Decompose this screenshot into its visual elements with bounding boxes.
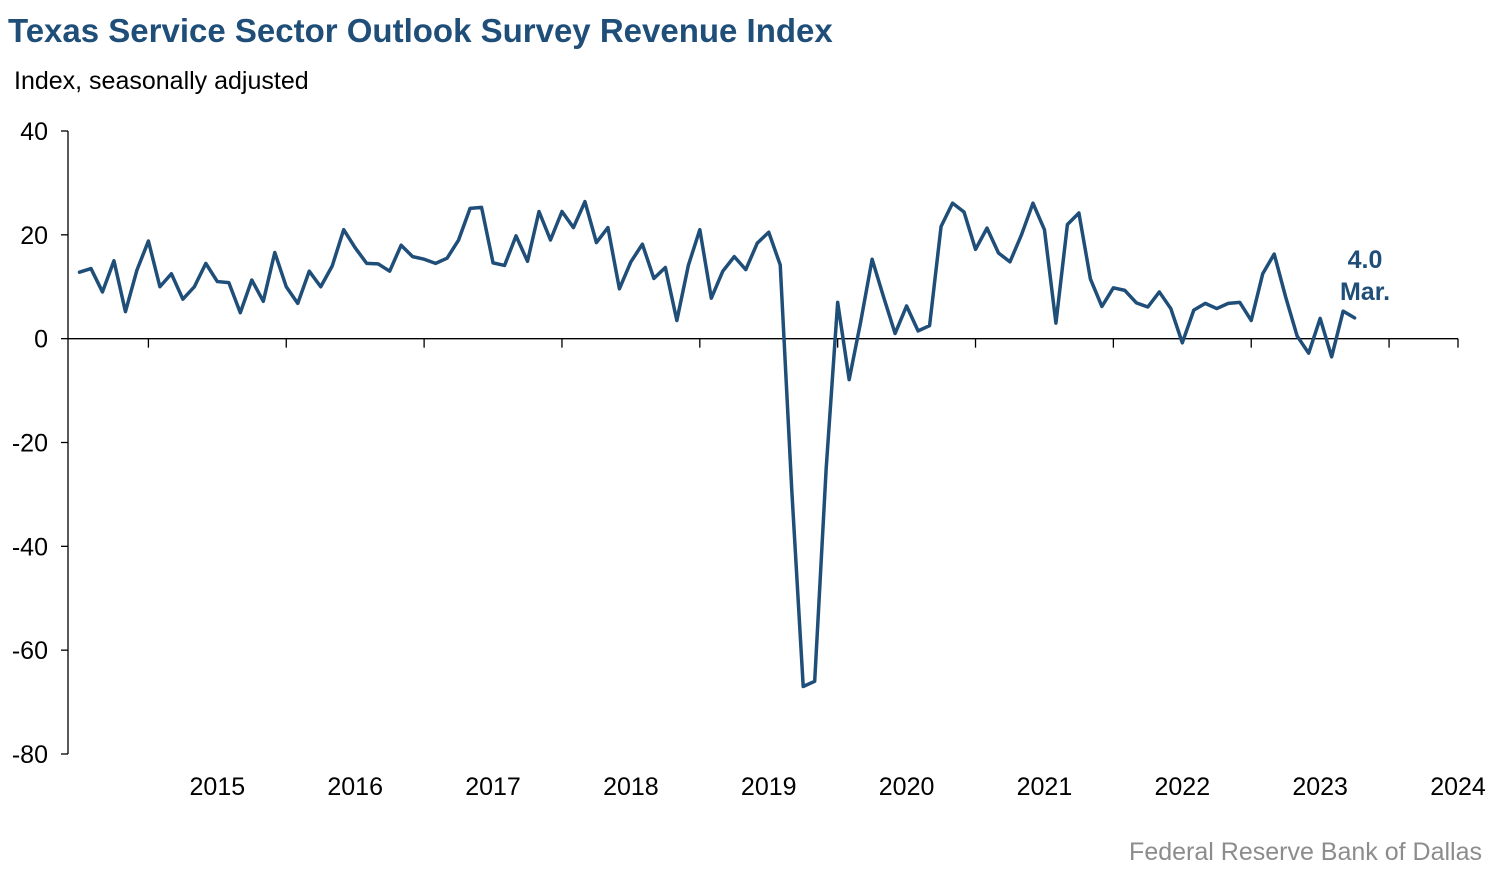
x-tick-label: 2023 (1292, 773, 1348, 801)
x-tick-label: 2018 (603, 773, 659, 801)
annotation-period: Mar. (1340, 278, 1390, 306)
y-tick-label: -40 (12, 533, 48, 561)
y-tick-label: 40 (20, 118, 48, 146)
x-tick-label: 2021 (1017, 773, 1073, 801)
chart-subtitle: Index, seasonally adjusted (14, 67, 309, 95)
x-tick-label: 2024 (1430, 773, 1486, 801)
y-tick-label: -80 (12, 741, 48, 769)
y-tick-label: 0 (34, 326, 48, 354)
annotation-value: 4.0 (1348, 246, 1383, 274)
x-tick-label: 2022 (1154, 773, 1210, 801)
x-tick-label: 2020 (879, 773, 935, 801)
x-tick-label: 2015 (190, 773, 246, 801)
chart-source: Federal Reserve Bank of Dallas (1129, 838, 1482, 866)
x-tick-label: 2017 (465, 773, 521, 801)
x-tick-label: 2019 (741, 773, 797, 801)
x-tick-label: 2016 (327, 773, 383, 801)
y-tick-label: 20 (20, 222, 48, 250)
y-tick-label: -20 (12, 430, 48, 458)
chart-title: Texas Service Sector Outlook Survey Reve… (8, 12, 833, 49)
series-line (77, 199, 1357, 689)
y-tick-label: -60 (12, 637, 48, 665)
